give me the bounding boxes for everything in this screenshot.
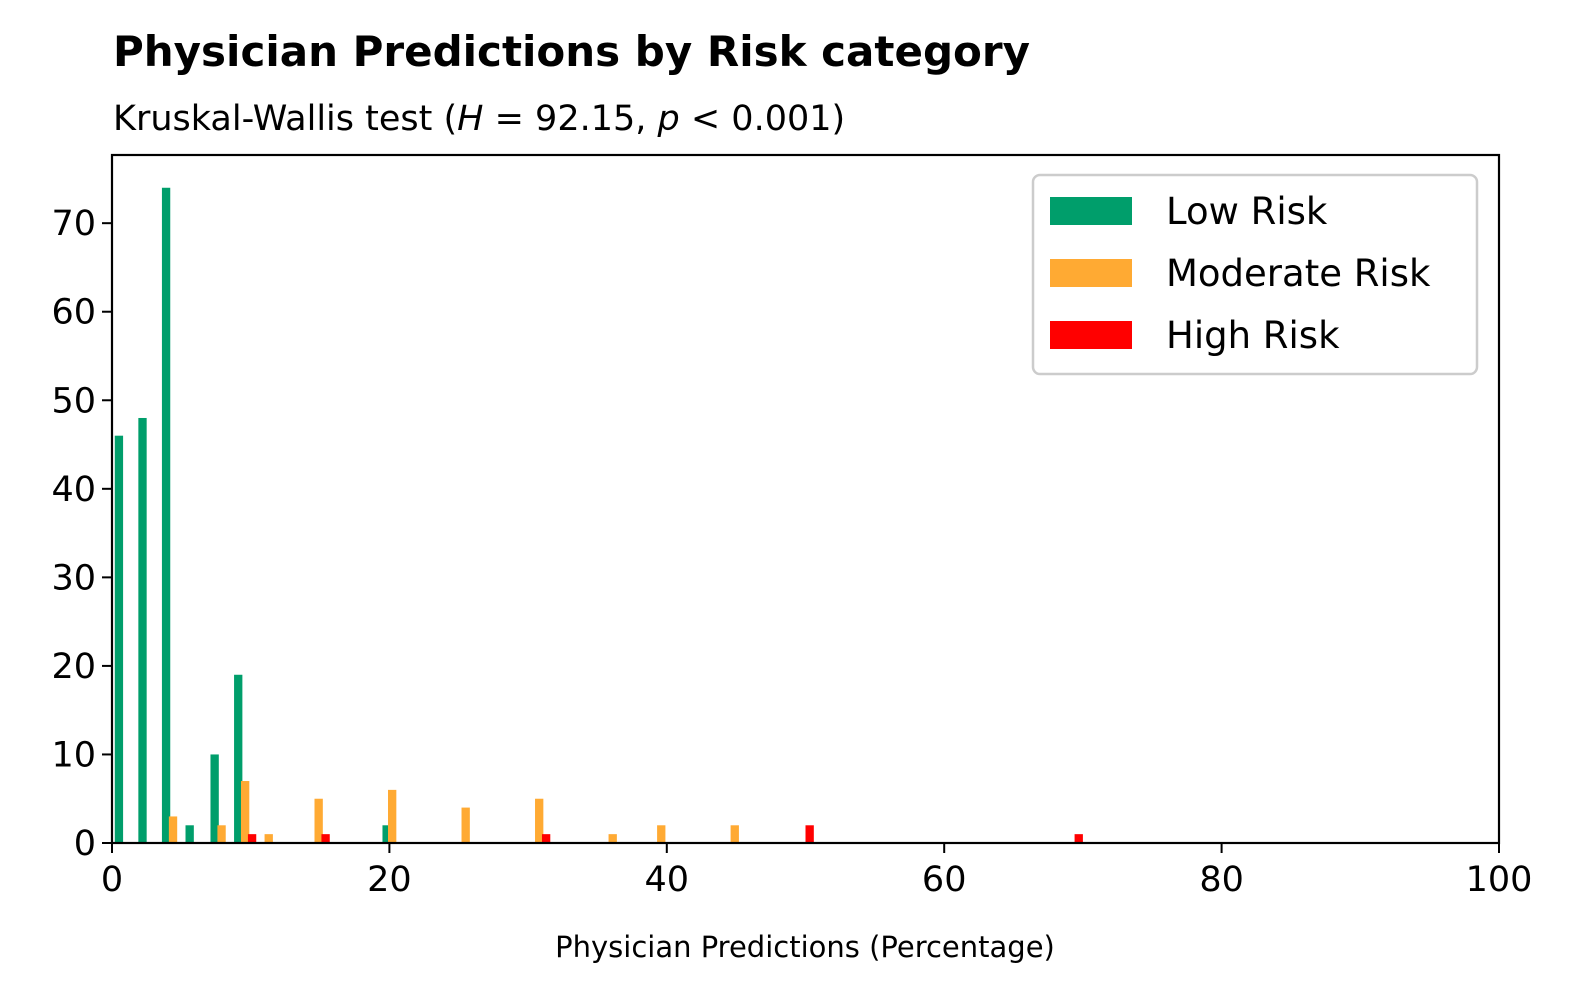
x-tick-label: 20 bbox=[367, 860, 412, 900]
bar-low-risk bbox=[114, 435, 124, 843]
legend-label-low-risk: Low Risk bbox=[1166, 190, 1328, 233]
bar-moderate-risk bbox=[535, 798, 544, 843]
bar-moderate-risk bbox=[314, 798, 323, 843]
subtitle-prefix: Kruskal-Wallis test ( bbox=[113, 99, 457, 139]
x-tick-label: 0 bbox=[101, 860, 123, 900]
legend: Low Risk Moderate Risk High Risk bbox=[1031, 173, 1479, 376]
bar-low-risk bbox=[234, 674, 243, 843]
y-tick-label: 30 bbox=[51, 558, 96, 598]
bar-low-risk bbox=[185, 825, 194, 843]
bar-moderate-risk bbox=[657, 825, 666, 843]
subtitle-p-value: < 0.001) bbox=[680, 99, 845, 139]
x-axis-label: Physician Predictions (Percentage) bbox=[555, 930, 1055, 964]
legend-swatch-high-risk bbox=[1050, 321, 1132, 349]
y-tick-label: 0 bbox=[74, 824, 96, 864]
subtitle-h-value: = 92.15, bbox=[483, 99, 657, 139]
x-tick-label: 80 bbox=[1199, 860, 1244, 900]
y-tick-label: 10 bbox=[51, 735, 96, 775]
x-tick-label: 100 bbox=[1466, 860, 1533, 900]
bar-high-risk bbox=[1074, 834, 1083, 843]
subtitle-p-var: p bbox=[657, 99, 680, 139]
bar-moderate-risk bbox=[240, 781, 250, 843]
bars-layer bbox=[114, 187, 1083, 843]
chart-title: Physician Predictions by Risk category bbox=[113, 27, 1030, 76]
bar-high-risk bbox=[805, 825, 814, 843]
series-high-risk bbox=[247, 825, 1083, 843]
bar-moderate-risk bbox=[264, 834, 273, 843]
y-tick-label: 70 bbox=[51, 204, 96, 244]
legend-swatch-low-risk bbox=[1050, 197, 1132, 225]
bar-moderate-risk bbox=[217, 825, 226, 843]
bar-moderate-risk bbox=[461, 807, 470, 843]
bar-low-risk bbox=[382, 825, 391, 843]
legend-label-high-risk: High Risk bbox=[1166, 314, 1340, 357]
y-tick-label: 20 bbox=[51, 647, 96, 687]
legend-swatch-moderate-risk bbox=[1050, 259, 1132, 287]
chart-subtitle: Kruskal-Wallis test (H = 92.15, p < 0.00… bbox=[113, 99, 845, 139]
series-moderate-risk bbox=[168, 781, 739, 843]
bar-high-risk bbox=[247, 834, 257, 843]
bar-low-risk bbox=[210, 754, 219, 843]
bar-moderate-risk bbox=[730, 825, 739, 843]
x-tick-label: 40 bbox=[645, 860, 690, 900]
bar-moderate-risk bbox=[388, 789, 397, 843]
bar-moderate-risk bbox=[168, 816, 178, 843]
plot-frame bbox=[110, 153, 1501, 845]
y-tick-label: 60 bbox=[51, 293, 96, 333]
legend-box bbox=[1031, 173, 1479, 376]
bar-moderate-risk bbox=[608, 834, 617, 843]
subtitle-h-var: H bbox=[457, 99, 483, 139]
bar-high-risk bbox=[541, 834, 551, 843]
legend-label-moderate-risk: Moderate Risk bbox=[1166, 252, 1431, 295]
y-tick-label: 50 bbox=[51, 381, 96, 421]
bar-low-risk bbox=[138, 417, 147, 843]
y-tick-label: 40 bbox=[51, 470, 96, 510]
bar-high-risk bbox=[321, 834, 330, 843]
x-tick-label: 60 bbox=[922, 860, 967, 900]
bar-low-risk bbox=[161, 187, 171, 843]
series-low-risk bbox=[114, 187, 391, 843]
axis-ticks: 0 20 40 60 80 100 0 10 20 30 40 50 60 70 bbox=[51, 204, 1532, 900]
